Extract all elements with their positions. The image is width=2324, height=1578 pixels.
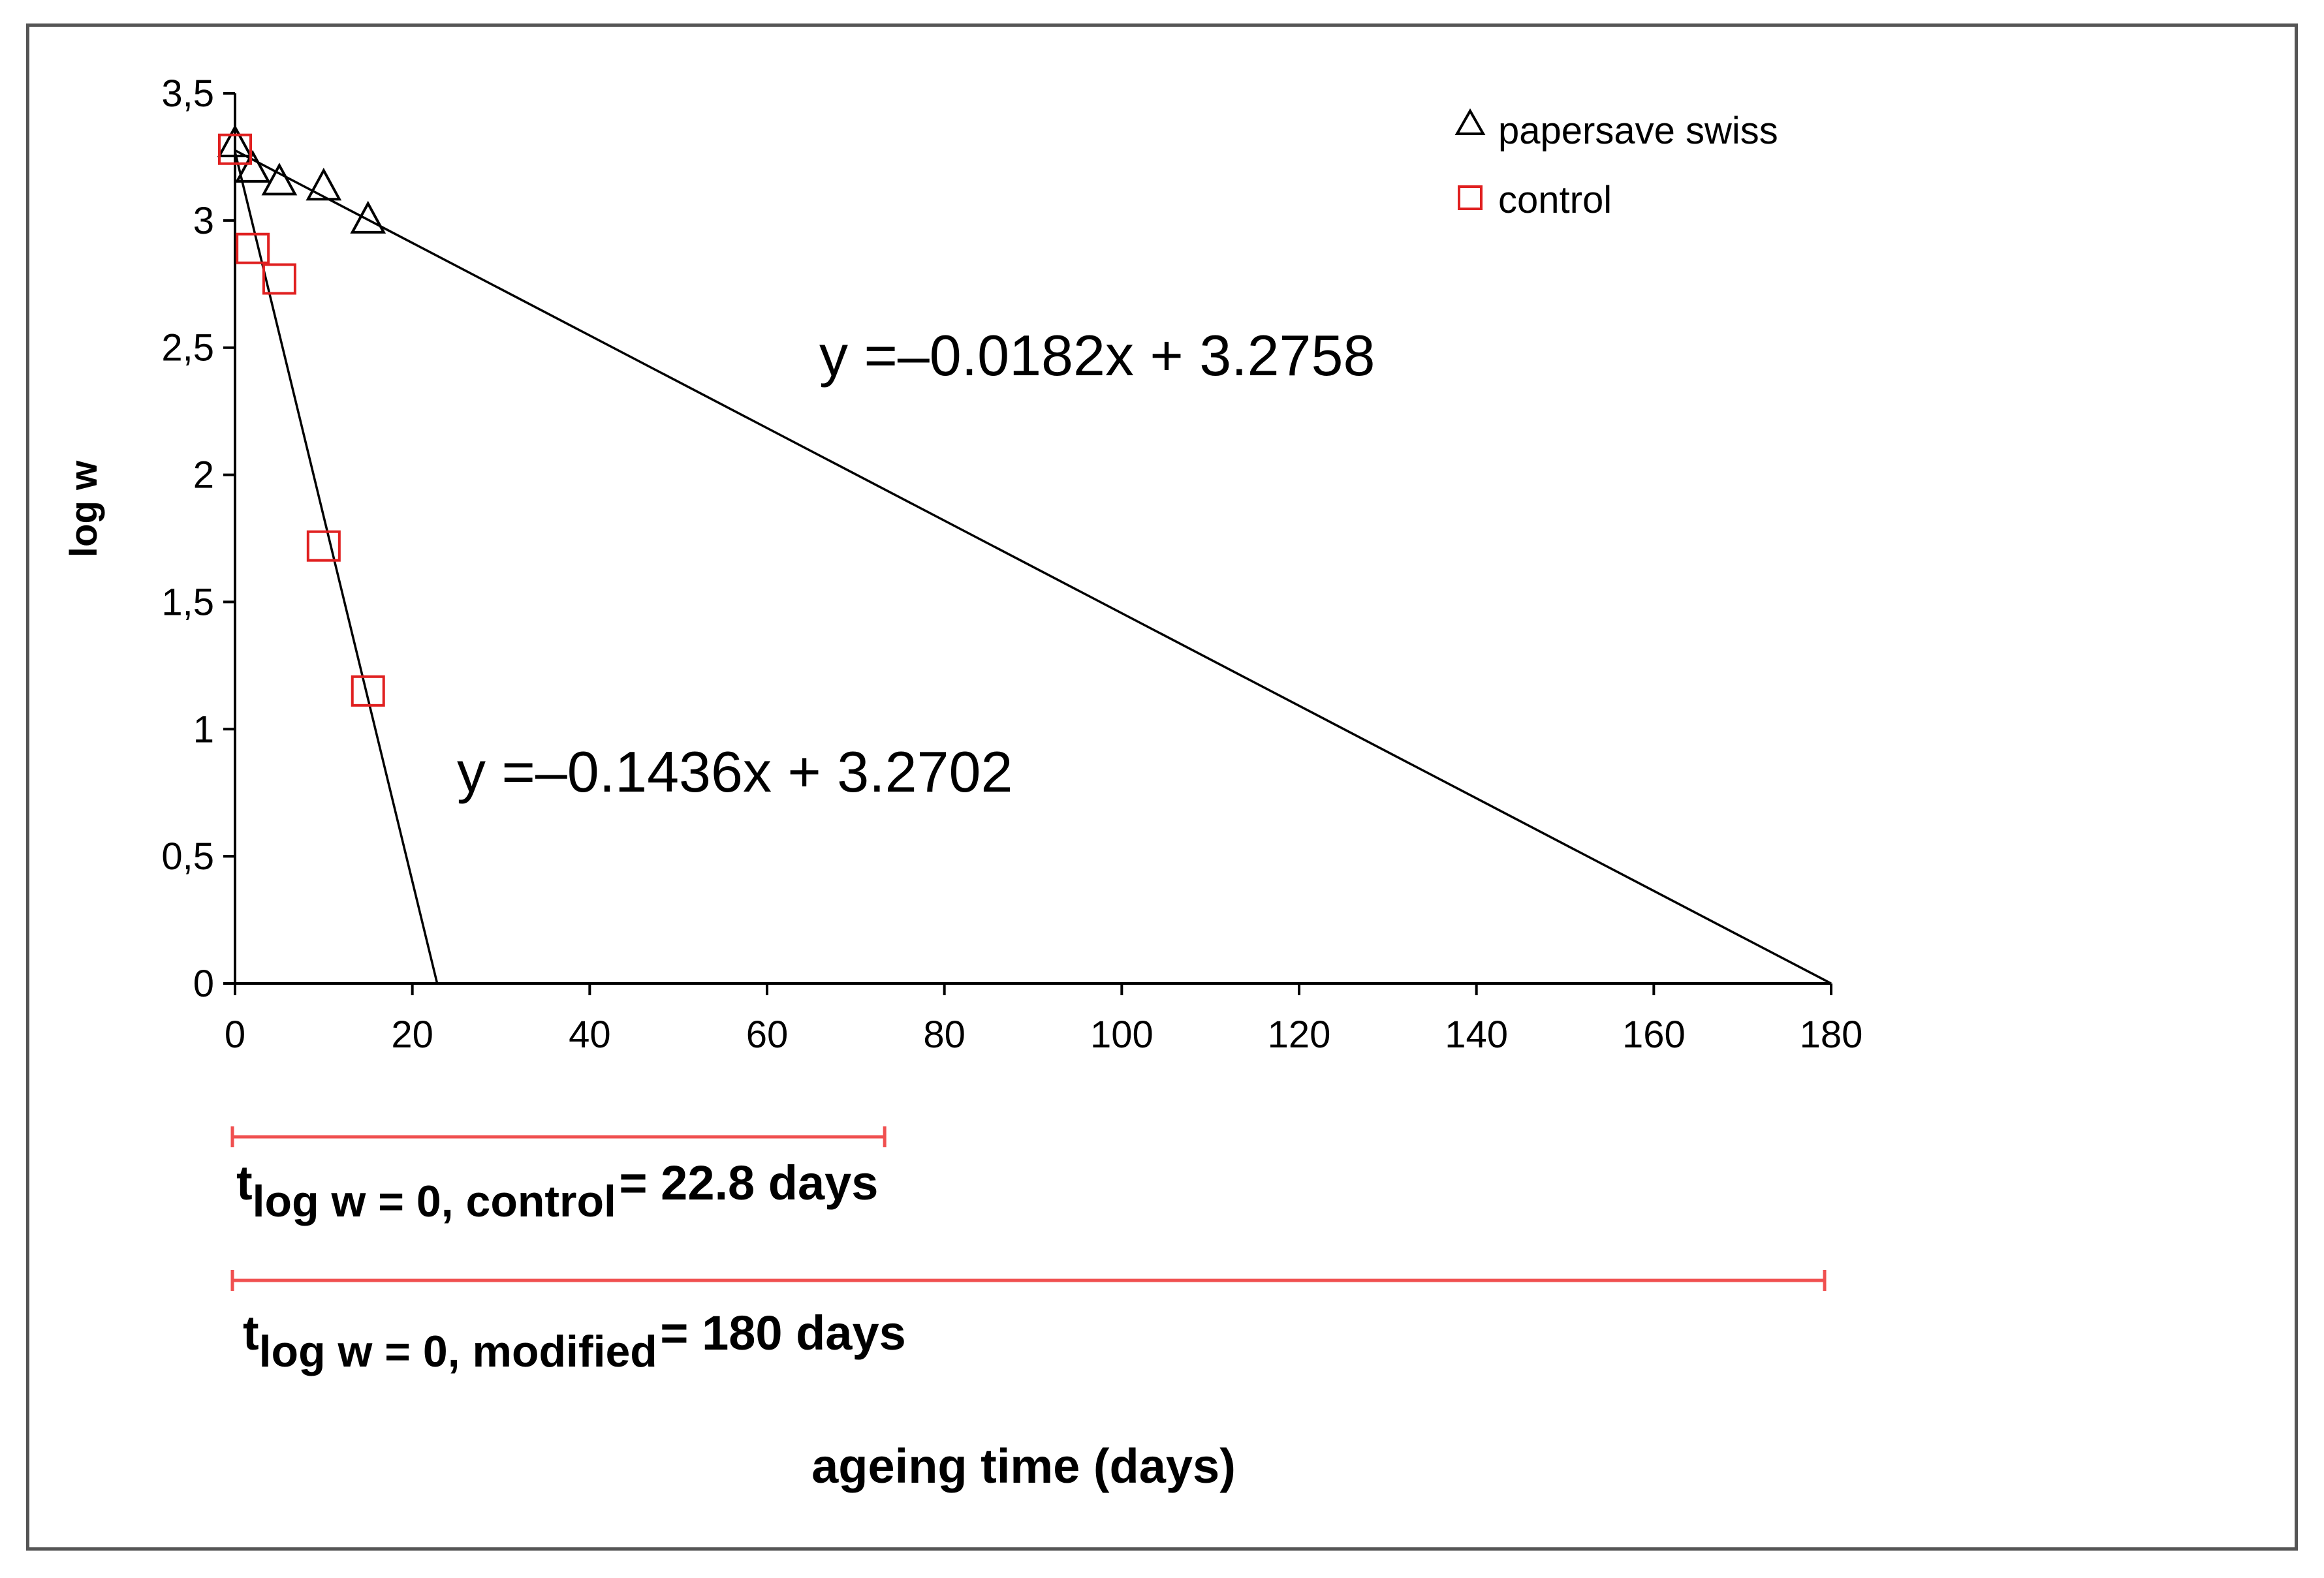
annotation-control-value: = 22.8 days: [619, 1156, 879, 1210]
y-axis-label: log w: [63, 460, 105, 557]
trendline-papersave: [234, 149, 1832, 985]
y-tick-label: 0,5: [161, 835, 214, 878]
y-tick-label: 1,5: [161, 581, 214, 623]
annotation-modified-subscript: log w = 0, modified: [259, 1327, 657, 1376]
annotation-modified: tlog w = 0, modified = 180 days: [243, 1305, 906, 1376]
axes: 0 20 40 60 80 100 120 140 160 180 0 0,5 1 1,5 2 2,5 3 3,5: [161, 72, 1862, 1056]
x-tick-label: 140: [1445, 1013, 1508, 1056]
y-tick-label: 3,5: [161, 72, 214, 115]
data-point-control: [262, 263, 296, 295]
data-point-papersave: [261, 162, 298, 196]
legend: papersave swiss control: [1454, 108, 1778, 221]
legend-square-marker: [1458, 185, 1483, 210]
annotation-modified-value: = 180 days: [660, 1306, 906, 1360]
y-tick-label: 2: [193, 454, 214, 497]
annotation-control-t: t: [236, 1156, 253, 1210]
y-tick-label: 3: [193, 200, 214, 242]
data-point-control: [218, 133, 252, 165]
range-bars: [230, 1126, 1827, 1291]
x-tick-label: 120: [1268, 1013, 1331, 1056]
trendline-control: [234, 151, 439, 984]
data-point-control: [351, 675, 385, 707]
x-tick-label: 180: [1800, 1013, 1863, 1056]
x-tick-label: 20: [391, 1013, 433, 1056]
data-point-papersave: [234, 149, 271, 183]
legend-triangle-marker: [1454, 108, 1486, 135]
trendline-equation-control: y =–0.1436x + 3.2702: [457, 739, 1013, 804]
x-tick-label: 40: [569, 1013, 611, 1056]
annotation-modified-t: t: [243, 1306, 259, 1360]
data-point-papersave: [350, 200, 386, 234]
x-axis-label: ageing time (days): [811, 1439, 1236, 1493]
data-point-control: [306, 530, 341, 562]
legend-label-papersave: papersave swiss: [1498, 110, 1778, 152]
trendline-equation-papersave: y =–0.0182x + 3.2758: [819, 323, 1375, 388]
y-tick-label: 1: [193, 708, 214, 750]
data-markers: [217, 124, 386, 707]
x-tick-label: 80: [923, 1013, 966, 1056]
y-tick-label: 0: [193, 963, 214, 1005]
x-tick-label: 160: [1622, 1013, 1686, 1056]
legend-label-control: control: [1498, 179, 1612, 221]
data-point-papersave: [217, 124, 253, 157]
annotation-control: tlog w = 0, control = 22.8 days: [236, 1155, 879, 1226]
annotation-control-subscript: log w = 0, control: [252, 1177, 616, 1226]
trendlines: [234, 149, 1832, 985]
data-point-control: [236, 232, 270, 264]
data-point-papersave: [306, 168, 342, 201]
x-tick-label: 0: [225, 1013, 245, 1056]
x-tick-label: 60: [746, 1013, 789, 1056]
x-tick-label: 100: [1090, 1013, 1154, 1056]
figure-frame: [26, 23, 2298, 1551]
y-tick-label: 2,5: [161, 327, 214, 369]
